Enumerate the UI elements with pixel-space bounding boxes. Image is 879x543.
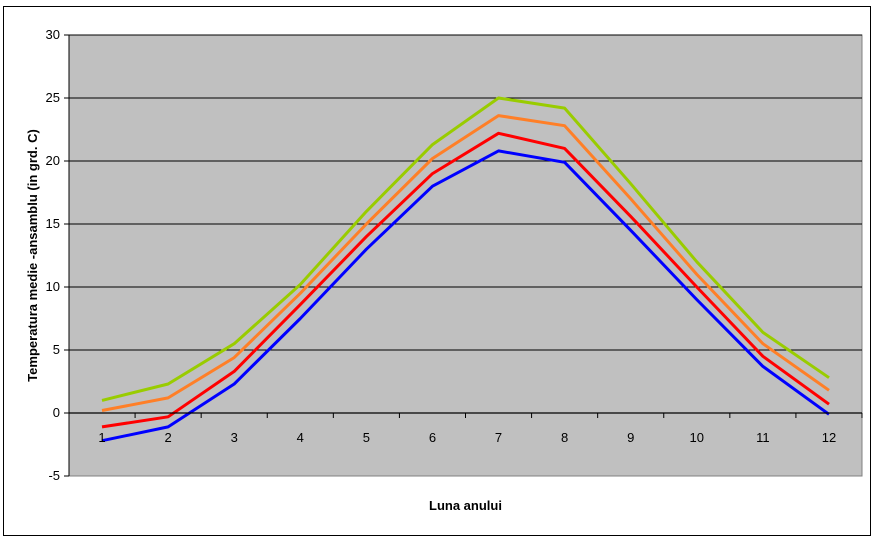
series-line-3 bbox=[101, 114, 830, 412]
y-tick-label: 0 bbox=[53, 405, 60, 420]
series-line-4 bbox=[101, 96, 830, 402]
plot-area bbox=[68, 34, 863, 477]
x-tick-label: 10 bbox=[690, 430, 704, 445]
series-line-2 bbox=[101, 131, 830, 429]
x-axis-title: Luna anului bbox=[429, 498, 502, 513]
x-tick-label: 3 bbox=[231, 430, 238, 445]
x-tick-label: 6 bbox=[429, 430, 436, 445]
x-tick-label: 5 bbox=[363, 430, 370, 445]
x-tick-labels: 1 2 3 4 5 6 7 8 9 10 11 12 bbox=[98, 430, 836, 445]
y-tick-label: 20 bbox=[46, 153, 60, 168]
y-tick-label: 5 bbox=[53, 342, 60, 357]
series-line-1 bbox=[101, 149, 830, 443]
x-tick-label: 9 bbox=[627, 430, 634, 445]
axes bbox=[64, 34, 863, 477]
series-group bbox=[101, 96, 830, 443]
y-tick-labels: -5 0 5 10 15 20 25 30 bbox=[46, 27, 60, 483]
x-tick-label: 8 bbox=[561, 430, 568, 445]
x-tick-label: 2 bbox=[165, 430, 172, 445]
y-tick-label: 15 bbox=[46, 216, 60, 231]
y-tick-label: 30 bbox=[46, 27, 60, 42]
x-tick-label: 7 bbox=[495, 430, 502, 445]
x-tick-label: 11 bbox=[756, 430, 770, 445]
x-tick-label: 12 bbox=[822, 430, 836, 445]
x-tick-label: 4 bbox=[297, 430, 304, 445]
y-tick-label: 25 bbox=[46, 90, 60, 105]
y-tick-label: 10 bbox=[46, 279, 60, 294]
y-axis-title: Temperatura medie -ansamblu (in grd. C) bbox=[25, 129, 40, 382]
y-tick-label: -5 bbox=[48, 468, 60, 483]
x-tick-label: 1 bbox=[98, 430, 105, 445]
